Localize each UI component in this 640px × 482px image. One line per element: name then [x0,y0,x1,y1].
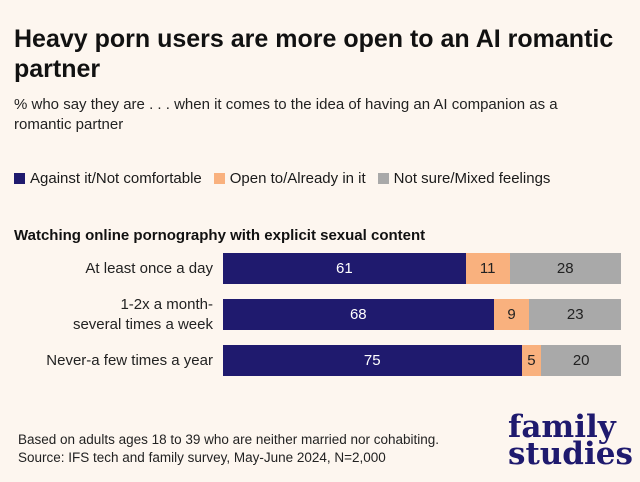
footnote: Based on adults ages 18 to 39 who are ne… [18,431,439,467]
row-label-3: Never-a few times a year [46,351,213,371]
legend-item-open: Open to/Already in it [213,170,366,187]
row-label-line: Never-a few times a year [46,351,213,369]
row-label-1: At least once a day [85,259,213,279]
legend-item-against: Against it/Not comfortable [14,170,202,187]
bar-segment-open-1: 11 [465,253,510,284]
bar-segment-against-3: 75 [223,345,522,376]
family-studies-logo: family studies [508,409,633,472]
chart-title: Heavy porn users are more open to an AI … [14,25,614,83]
footnote-line-1: Based on adults ages 18 to 39 who are ne… [18,432,440,447]
data-label: 23 [566,306,584,323]
chart-subtitle: % who say they are . . . when it comes t… [14,96,558,133]
legend-swatch-unsure [377,173,389,184]
data-label: 5 [527,352,536,369]
data-label: 61 [336,260,353,277]
logo-word-family: family [508,409,616,445]
bar-row-3: 75 5 20 [223,345,621,376]
bar-segment-unsure-2: 23 [529,299,621,330]
legend-label-open: Open to/Already in it [229,170,366,187]
bar-segment-open-3: 5 [521,345,542,376]
logo-word-studies: studies [508,436,633,472]
group-label: Watching online pornography with explici… [14,227,426,244]
bar-segment-open-2: 9 [493,299,530,330]
footnote-source: Source: IFS tech and family survey, May-… [18,450,386,465]
row-label-line: 1-2x a month- [120,295,213,313]
data-label: 28 [556,260,574,277]
legend: Against it/Not comfortable Open to/Alrea… [14,170,634,187]
bar-segment-against-2: 68 [223,299,494,330]
row-label-line: several times a week [72,315,213,333]
legend-label-unsure: Not sure/Mixed feelings [393,170,551,187]
legend-item-unsure: Not sure/Mixed feelings [377,170,551,187]
bar-row-1: 61 11 28 [223,253,621,284]
data-label: 20 [572,352,590,369]
row-label-line: At least once a day [85,259,213,277]
data-label: 68 [349,306,367,323]
legend-swatch-open [213,173,225,184]
bar-row-2: 68 9 23 [223,299,621,330]
bar-segment-unsure-1: 28 [509,253,621,284]
data-label: 9 [507,306,516,323]
data-label: 11 [479,260,496,277]
data-label: 75 [363,352,381,369]
bar-segment-unsure-3: 20 [541,345,621,376]
row-label-2: 1-2x a month-several times a week [73,295,213,335]
bar-segment-against-1: 61 [223,253,466,284]
legend-swatch-against [14,173,25,184]
legend-label-against: Against it/Not comfortable [30,170,202,187]
